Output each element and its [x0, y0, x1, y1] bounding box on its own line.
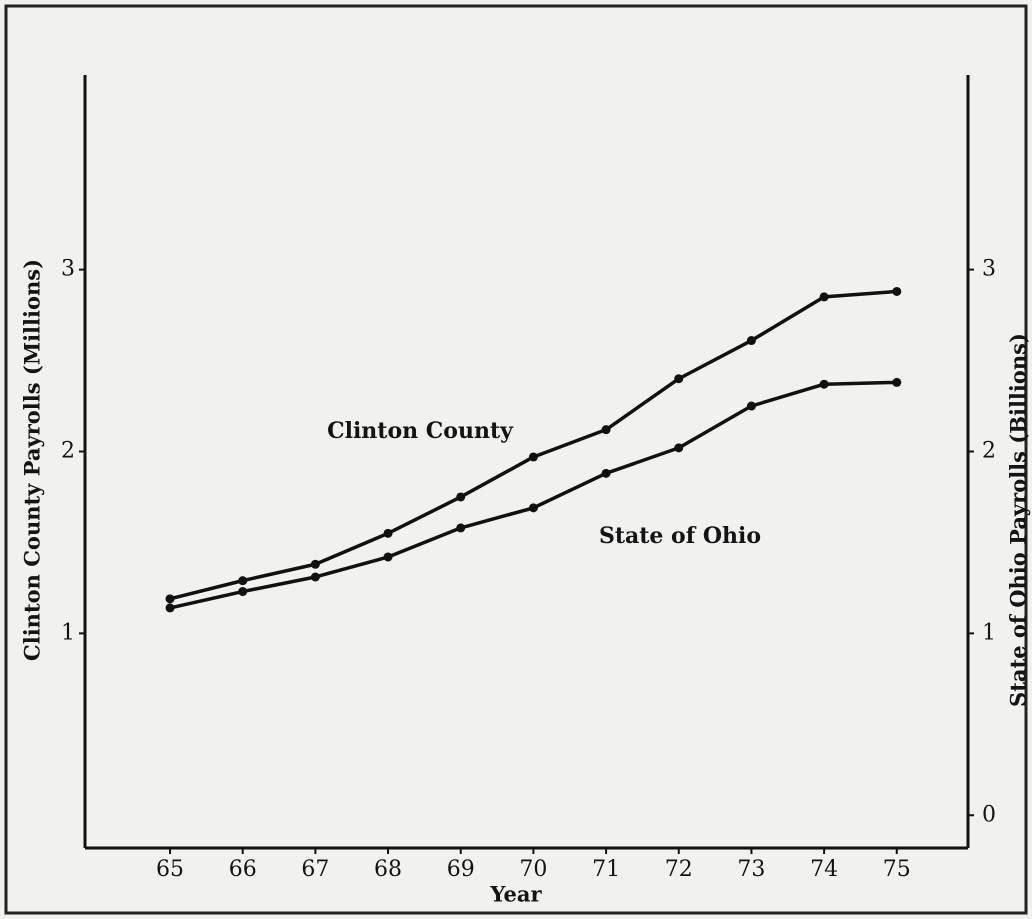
point — [456, 492, 466, 502]
point — [528, 503, 538, 513]
point — [601, 425, 611, 435]
point — [383, 528, 393, 538]
point — [383, 552, 393, 562]
point — [819, 379, 829, 389]
point — [674, 374, 684, 384]
point — [165, 603, 175, 613]
series-label: Clinton County — [327, 418, 514, 444]
point — [238, 576, 248, 586]
frame — [4, 4, 1028, 915]
x-tick-label: 67 — [301, 857, 329, 882]
point — [819, 292, 829, 302]
point — [746, 336, 756, 346]
point — [892, 377, 902, 387]
x-tick-label: 75 — [883, 857, 911, 882]
y2-tick-label: 3 — [982, 257, 996, 282]
y-axis-label: Clinton County Payrolls (Millions) — [20, 259, 45, 661]
point — [165, 594, 175, 604]
series-label: State of Ohio — [599, 523, 761, 549]
point — [674, 443, 684, 453]
x-tick-label: 72 — [665, 857, 693, 882]
point — [310, 559, 320, 569]
x-tick-label: 71 — [592, 857, 620, 882]
y-tick-label: 1 — [61, 620, 75, 645]
y-tick-label: 2 — [61, 438, 75, 463]
y2-tick-label: 2 — [982, 438, 996, 463]
point — [746, 401, 756, 411]
point — [892, 286, 902, 296]
point — [601, 468, 611, 478]
point — [456, 523, 466, 533]
y2-tick-label: 0 — [982, 802, 996, 827]
x-tick-label: 69 — [447, 857, 475, 882]
x-tick-label: 66 — [229, 857, 257, 882]
point — [528, 452, 538, 462]
x-tick-label: 70 — [519, 857, 547, 882]
x-tick-label: 74 — [810, 857, 838, 882]
y2-tick-label: 1 — [982, 620, 996, 645]
x-axis-label: Year — [489, 882, 542, 907]
x-tick-label: 68 — [374, 857, 402, 882]
y-tick-label: 3 — [61, 257, 75, 282]
point — [238, 587, 248, 597]
x-tick-label: 65 — [156, 857, 184, 882]
y2-axis-label: State of Ohio Payrolls (Billions) — [1006, 333, 1031, 707]
x-tick-label: 73 — [737, 857, 765, 882]
point — [310, 572, 320, 582]
